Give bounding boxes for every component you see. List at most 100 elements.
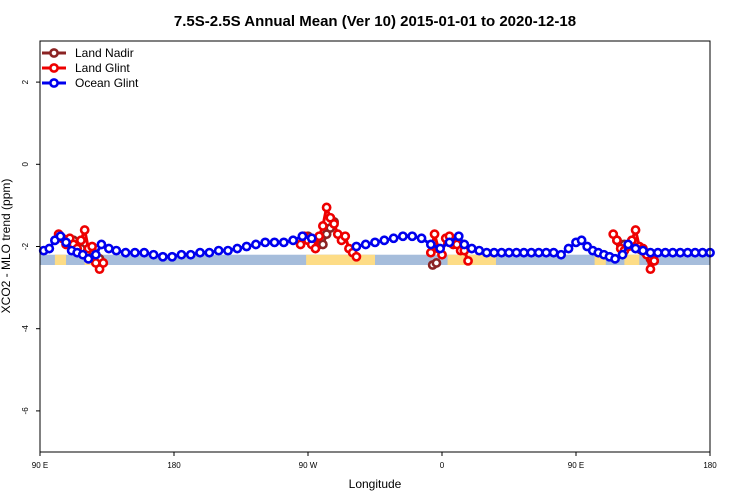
data-point <box>96 239 107 250</box>
data-point <box>176 249 187 260</box>
data-point <box>120 247 131 258</box>
x-tick-label-4: 90 E <box>568 461 584 470</box>
land-band-0 <box>54 254 67 265</box>
data-point <box>511 247 522 258</box>
data-point <box>425 239 436 250</box>
data-point <box>185 249 196 260</box>
data-point <box>690 247 701 258</box>
land-band-2 <box>306 254 375 265</box>
data-point <box>660 247 671 258</box>
data-point <box>463 255 473 266</box>
data-point <box>645 247 656 258</box>
data-point <box>44 243 55 254</box>
legend-marker-2 <box>49 78 59 88</box>
data-point <box>139 247 150 258</box>
data-point <box>682 247 693 258</box>
data-point <box>617 249 628 260</box>
data-point <box>675 247 686 258</box>
chart-title: 7.5S-2.5S Annual Mean (Ver 10) 2015-01-0… <box>174 13 576 30</box>
data-point <box>297 231 308 242</box>
x-tick-label-5: 180 <box>703 461 717 470</box>
data-point <box>444 237 455 248</box>
y-tick-label-1: 0 <box>21 162 30 167</box>
data-point <box>576 235 587 246</box>
data-point <box>425 247 436 258</box>
data-point <box>87 241 98 252</box>
x-axis: 90 E 180 90 W 0 90 E 180 <box>32 452 717 470</box>
data-point <box>360 239 371 250</box>
legend-label-2: Ocean Glint <box>75 76 139 90</box>
data-point <box>398 231 408 242</box>
y-axis-label: XCO2 - MLO trend (ppm) <box>0 179 13 314</box>
x-axis-label: Longitude <box>349 477 402 491</box>
data-point <box>232 243 243 254</box>
data-point <box>407 231 418 242</box>
legend-marker-1 <box>49 63 59 73</box>
data-point <box>370 237 380 248</box>
data-point <box>667 247 678 258</box>
data-point <box>79 225 90 235</box>
data-point <box>83 253 94 264</box>
data-point <box>213 245 224 256</box>
data-point <box>204 247 215 258</box>
x-tick-label-2: 90 W <box>299 461 318 470</box>
data-point <box>541 247 552 258</box>
data-point <box>416 233 427 244</box>
series-ocean-glint <box>38 231 715 264</box>
data-point <box>652 247 663 258</box>
y-tick-label-2: -2 <box>21 242 30 250</box>
y-tick-label-4: -6 <box>21 407 30 415</box>
data-point <box>504 247 514 258</box>
data-point <box>453 231 464 242</box>
data-point <box>317 239 328 250</box>
data-point <box>76 235 86 246</box>
y-tick-label-3: -4 <box>21 325 30 333</box>
data-point <box>638 245 648 256</box>
data-point <box>241 241 252 252</box>
data-point <box>526 247 537 258</box>
data-point <box>314 231 325 242</box>
data-point <box>466 243 477 254</box>
data-point <box>388 233 399 244</box>
data-point <box>329 218 339 229</box>
data-point <box>612 235 622 246</box>
data-point <box>250 239 261 250</box>
x-tick-label-0: 90 E <box>32 461 48 470</box>
data-point <box>474 245 485 256</box>
data-point <box>269 237 280 248</box>
data-point <box>351 251 362 262</box>
data-point <box>223 245 233 256</box>
land-band-4 <box>594 254 606 265</box>
legend-marker-0 <box>49 48 59 58</box>
data-point <box>563 243 574 254</box>
data-point <box>610 253 620 264</box>
data-point <box>317 221 328 231</box>
data-point <box>379 235 390 246</box>
data-point <box>630 225 641 235</box>
land-band-5 <box>624 254 640 265</box>
data-point <box>556 249 567 260</box>
data-point <box>533 247 544 258</box>
data-point <box>306 233 317 244</box>
data-point <box>649 255 660 266</box>
data-point <box>98 258 109 268</box>
x-tick-label-1: 180 <box>167 461 181 470</box>
data-point <box>55 231 66 242</box>
data-point <box>351 241 362 252</box>
data-point <box>340 231 351 242</box>
data-point <box>103 243 114 254</box>
series-layer <box>38 202 715 275</box>
data-point <box>431 258 442 268</box>
data-point <box>489 247 500 258</box>
data-point <box>130 247 140 258</box>
data-point <box>429 229 440 240</box>
data-point <box>630 243 641 254</box>
data-point <box>548 247 559 258</box>
legend-label-0: Land Nadir <box>75 46 134 60</box>
data-point <box>645 264 656 275</box>
legend-label-1: Land Glint <box>75 61 130 75</box>
x-tick-label-3: 0 <box>440 461 445 470</box>
y-tick-label-0: 2 <box>21 79 30 84</box>
data-point <box>288 235 299 246</box>
